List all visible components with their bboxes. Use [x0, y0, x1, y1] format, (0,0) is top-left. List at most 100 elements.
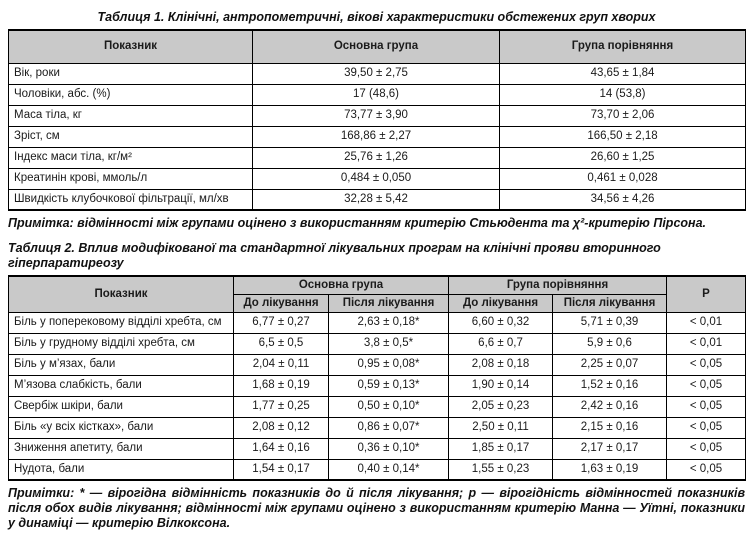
row-label-cell: Швидкість клубочкової фільтрації, мл/хв: [8, 188, 253, 211]
column-header-comparison-group: Група порівняння: [448, 275, 668, 295]
value-cell: 1,63 ± 0,19: [552, 458, 668, 481]
table-row: Вік, роки 39,50 ± 2,75 43,65 ± 1,84: [8, 62, 746, 85]
table-row: Маса тіла, кг 73,77 ± 3,90 73,70 ± 2,06: [8, 104, 746, 127]
value-cell: 1,77 ± 0,25: [233, 395, 329, 418]
value-cell: 25,76 ± 1,26: [252, 146, 500, 169]
value-cell: < 0,05: [666, 437, 747, 460]
value-cell: 2,04 ± 0,11: [233, 353, 329, 376]
table-row: Біль у м’язах, бали 2,04 ± 0,11 0,95 ± 0,0…: [8, 353, 747, 376]
value-cell: < 0,05: [666, 458, 747, 481]
row-label-cell: Креатинін крові, ммоль/л: [8, 167, 253, 190]
value-cell: 1,54 ± 0,17: [233, 458, 329, 481]
value-cell: 5,71 ± 0,39: [552, 311, 668, 334]
row-label-cell: Індекс маси тіла, кг/м²: [8, 146, 253, 169]
value-cell: < 0,05: [666, 374, 747, 397]
value-cell: 2,25 ± 0,07: [552, 353, 668, 376]
row-label-cell: М’язова слабкість, бали: [8, 374, 234, 397]
value-cell: 0,59 ± 0,13*: [327, 374, 450, 397]
value-cell: 2,17 ± 0,17: [552, 437, 668, 460]
row-label-cell: Зріст, см: [8, 125, 253, 148]
row-label-cell: Вік, роки: [8, 62, 253, 85]
value-cell: 1,85 ± 0,17: [448, 437, 554, 460]
value-cell: 0,95 ± 0,08*: [327, 353, 450, 376]
value-cell: 2,15 ± 0,16: [552, 416, 668, 439]
row-label-cell: Біль у поперековому відділі хребта, см: [8, 311, 234, 334]
value-cell: 34,56 ± 4,26: [499, 188, 746, 211]
table-row: Швидкість клубочкової фільтрації, мл/хв 3…: [8, 188, 746, 211]
value-cell: 14 (53,8): [499, 83, 746, 106]
value-cell: 5,9 ± 0,6: [552, 332, 668, 355]
value-cell: 2,42 ± 0,16: [552, 395, 668, 418]
column-header-p-value: Р: [666, 275, 747, 313]
value-cell: 26,60 ± 1,25: [499, 146, 746, 169]
value-cell: 1,64 ± 0,16: [233, 437, 329, 460]
column-header-main-after: Після лікування: [327, 293, 450, 313]
column-header-indicator: Показник: [8, 29, 253, 64]
table-row: Нудота, бали 1,54 ± 0,17 0,40 ± 0,14* 1,55 …: [8, 458, 747, 481]
row-label-cell: Біль у м’язах, бали: [8, 353, 234, 376]
column-header-comparison-after: Після лікування: [552, 293, 668, 313]
value-cell: 2,63 ± 0,18*: [327, 311, 450, 334]
table-row: Чоловіки, абс. (%) 17 (48,6) 14 (53,8): [8, 83, 746, 106]
row-label-cell: Біль «у всіх кістках», бали: [8, 416, 234, 439]
table2-header-row-sub: До лікування Після лікування До лікуванн…: [9, 293, 746, 313]
table-row: М’язова слабкість, бали 1,68 ± 0,19 0,59 ±…: [8, 374, 747, 397]
value-cell: 0,461 ± 0,028: [499, 167, 746, 190]
value-cell: 32,28 ± 5,42: [252, 188, 500, 211]
table-row: Індекс маси тіла, кг/м² 25,76 ± 1,26 26,60…: [8, 146, 746, 169]
column-header-main-before: До лікування: [233, 293, 329, 313]
value-cell: 0,86 ± 0,07*: [327, 416, 450, 439]
value-cell: 3,8 ± 0,5*: [327, 332, 450, 355]
table-row: Біль у поперековому відділі хребта, см 6,…: [8, 311, 747, 334]
table1-title: Таблиця 1. Клінічні, антропометричні, ві…: [97, 10, 656, 24]
value-cell: 2,50 ± 0,11: [448, 416, 554, 439]
row-label-cell: Нудота, бали: [8, 458, 234, 481]
table2-title: Таблиця 2. Вплив модифікованої та станда…: [8, 241, 661, 270]
value-cell: 0,36 ± 0,10*: [327, 437, 450, 460]
value-cell: < 0,01: [666, 311, 747, 334]
row-label-cell: Свербіж шкіри, бали: [8, 395, 234, 418]
row-label-cell: Чоловіки, абс. (%): [8, 83, 253, 106]
table-row: Креатинін крові, ммоль/л 0,484 ± 0,050 0,4…: [8, 167, 746, 190]
table1-note: Примітка: відмінності між групами оцінен…: [8, 216, 707, 230]
value-cell: 0,484 ± 0,050: [252, 167, 500, 190]
table-row: Зниження апетиту, бали 1,64 ± 0,16 0,36 ± …: [8, 437, 747, 460]
column-header-comparison-group: Група порівняння: [499, 29, 746, 64]
table1-body: Вік, роки 39,50 ± 2,75 43,65 ± 1,84 Чоловік…: [8, 62, 746, 211]
value-cell: 73,77 ± 3,90: [252, 104, 500, 127]
value-cell: 1,68 ± 0,19: [233, 374, 329, 397]
value-cell: < 0,05: [666, 395, 747, 418]
value-cell: 2,08 ± 0,12: [233, 416, 329, 439]
value-cell: 6,77 ± 0,27: [233, 311, 329, 334]
table1: Показник Основна група Група порівняння …: [8, 29, 746, 211]
value-cell: 166,50 ± 2,18: [499, 125, 746, 148]
value-cell: 17 (48,6): [252, 83, 500, 106]
value-cell: 2,05 ± 0,23: [448, 395, 554, 418]
value-cell: 6,5 ± 0,5: [233, 332, 329, 355]
column-header-main-group: Основна група: [232, 275, 450, 295]
value-cell: 1,55 ± 0,23: [448, 458, 554, 481]
value-cell: 6,60 ± 0,32: [448, 311, 554, 334]
column-header-main-group: Основна група: [252, 29, 500, 64]
document-page: Таблиця 1. Клінічні, антропометричні, ві…: [8, 10, 747, 530]
column-header-comparison-before: До лікування: [448, 293, 554, 313]
table-row: Зріст, см 168,86 ± 2,27 166,50 ± 2,18: [8, 125, 746, 148]
value-cell: 1,52 ± 0,16: [552, 374, 668, 397]
value-cell: 43,65 ± 1,84: [499, 62, 746, 85]
value-cell: 6,6 ± 0,7: [448, 332, 554, 355]
table-row: Свербіж шкіри, бали 1,77 ± 0,25 0,50 ± 0,1…: [8, 395, 747, 418]
value-cell: < 0,05: [666, 416, 747, 439]
value-cell: < 0,05: [666, 353, 747, 376]
value-cell: 168,86 ± 2,27: [252, 125, 500, 148]
value-cell: 0,40 ± 0,14*: [327, 458, 450, 481]
table2-body: Біль у поперековому відділі хребта, см 6,…: [8, 311, 747, 481]
value-cell: 73,70 ± 2,06: [499, 104, 746, 127]
value-cell: 0,50 ± 0,10*: [327, 395, 450, 418]
column-header-indicator: Показник: [8, 275, 234, 313]
value-cell: < 0,01: [666, 332, 747, 355]
row-label-cell: Маса тіла, кг: [8, 104, 253, 127]
value-cell: 39,50 ± 2,75: [252, 62, 500, 85]
value-cell: 1,90 ± 0,14: [448, 374, 554, 397]
value-cell: 2,08 ± 0,18: [448, 353, 554, 376]
table1-header-row: Показник Основна група Група порівняння: [8, 29, 746, 64]
